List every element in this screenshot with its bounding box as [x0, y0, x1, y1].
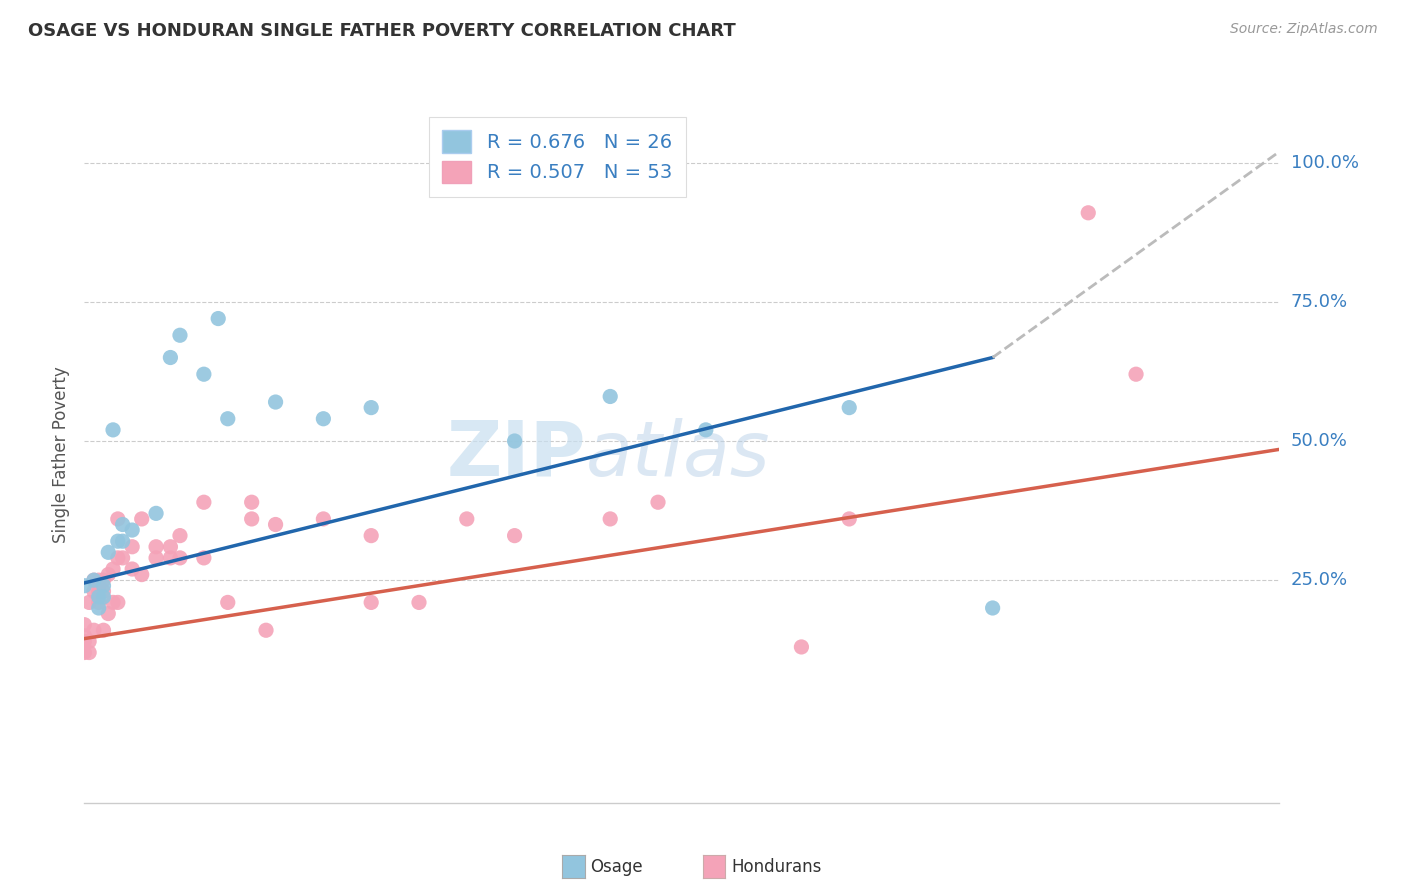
Point: [87, 584, 110, 599]
Point: [93, 590, 115, 604]
Point: [101, 595, 124, 609]
Text: Osage: Osage: [591, 858, 643, 876]
Text: atlas: atlas: [586, 418, 770, 491]
Point: [193, 495, 215, 509]
Point: [838, 401, 860, 415]
Text: 75.0%: 75.0%: [1291, 293, 1348, 310]
Point: [107, 550, 129, 565]
Text: 100.0%: 100.0%: [1291, 153, 1358, 171]
Point: [360, 401, 382, 415]
Point: [695, 423, 717, 437]
Y-axis label: Single Father Poverty: Single Father Poverty: [52, 367, 70, 543]
Point: [1125, 368, 1147, 382]
Point: [87, 601, 110, 615]
Point: [599, 512, 621, 526]
Point: [111, 517, 134, 532]
Point: [83, 573, 105, 587]
Point: [264, 395, 287, 409]
Point: [77, 634, 100, 648]
Point: [360, 595, 382, 609]
Point: [83, 573, 105, 587]
Point: [107, 595, 129, 609]
Point: [159, 550, 181, 565]
Point: [83, 624, 105, 638]
Point: [145, 540, 167, 554]
Point: [77, 646, 100, 660]
Point: [131, 512, 153, 526]
Point: [207, 311, 229, 326]
Point: [121, 562, 143, 576]
Point: [312, 411, 335, 425]
Point: [93, 579, 115, 593]
Point: [101, 562, 124, 576]
Point: [87, 590, 110, 604]
Point: [193, 550, 215, 565]
Text: 50.0%: 50.0%: [1291, 432, 1347, 450]
Point: [503, 528, 526, 542]
Point: [93, 573, 115, 587]
Point: [87, 595, 110, 609]
Point: [790, 640, 813, 654]
Point: [121, 523, 143, 537]
Point: [121, 540, 143, 554]
Point: [981, 601, 1004, 615]
Point: [159, 540, 181, 554]
Point: [93, 584, 115, 599]
Point: [264, 517, 287, 532]
Text: ZIP: ZIP: [447, 418, 586, 491]
Point: [77, 595, 100, 609]
Point: [107, 512, 129, 526]
Point: [169, 528, 191, 542]
Point: [254, 624, 277, 638]
Point: [599, 389, 621, 403]
Point: [93, 624, 115, 638]
Point: [456, 512, 478, 526]
Point: [159, 351, 181, 365]
Point: [240, 495, 263, 509]
Point: [503, 434, 526, 448]
Point: [73, 579, 96, 593]
Point: [73, 634, 96, 648]
Point: [217, 411, 239, 425]
Point: [360, 528, 382, 542]
Point: [87, 573, 110, 587]
Text: Source: ZipAtlas.com: Source: ZipAtlas.com: [1230, 22, 1378, 37]
Point: [131, 567, 153, 582]
Point: [97, 567, 120, 582]
Point: [145, 550, 167, 565]
Point: [97, 607, 120, 621]
Point: [97, 545, 120, 559]
Point: [240, 512, 263, 526]
Text: Hondurans: Hondurans: [731, 858, 821, 876]
Text: 25.0%: 25.0%: [1291, 571, 1348, 589]
Text: OSAGE VS HONDURAN SINGLE FATHER POVERTY CORRELATION CHART: OSAGE VS HONDURAN SINGLE FATHER POVERTY …: [28, 22, 735, 40]
Point: [408, 595, 430, 609]
Point: [107, 534, 129, 549]
Point: [111, 534, 134, 549]
Point: [73, 617, 96, 632]
Legend: R = 0.676   N = 26, R = 0.507   N = 53: R = 0.676 N = 26, R = 0.507 N = 53: [429, 117, 686, 196]
Point: [1077, 206, 1099, 220]
Point: [73, 646, 96, 660]
Point: [647, 495, 669, 509]
Point: [83, 584, 105, 599]
Point: [838, 512, 860, 526]
Point: [73, 629, 96, 643]
Point: [169, 550, 191, 565]
Point: [145, 507, 167, 521]
Point: [312, 512, 335, 526]
Point: [217, 595, 239, 609]
Point: [193, 368, 215, 382]
Point: [111, 550, 134, 565]
Point: [101, 423, 124, 437]
Point: [169, 328, 191, 343]
